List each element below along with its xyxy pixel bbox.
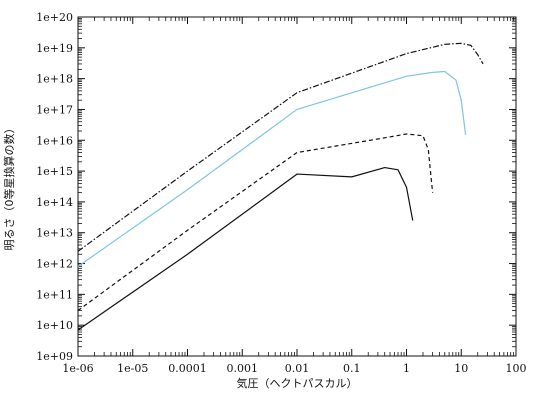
y-tick-label: 1e+10: [36, 319, 73, 332]
x-tick-label: 10: [454, 362, 468, 375]
plot-frame: [77, 16, 517, 357]
x-tick-label: 100: [506, 362, 527, 375]
y-tick-label: 1e+19: [36, 42, 73, 55]
y-tick-label: 1e+17: [36, 103, 73, 116]
x-tick-label: 1e-05: [117, 362, 148, 375]
series-line-4: [77, 166, 414, 331]
y-tick-label: 1e+14: [36, 196, 73, 209]
y-axis-label: 明るさ（0等星換算の数）: [2, 123, 16, 251]
y-tick-label: 1e+13: [36, 227, 73, 240]
y-tick-label: 1e+12: [36, 258, 73, 271]
x-axis-label: 気圧（ヘクトパスカル）: [237, 376, 358, 390]
y-tick-label: 1e+11: [36, 288, 73, 301]
series-line-3: [77, 133, 434, 311]
x-tick-label: 0.001: [227, 362, 259, 375]
y-tick-label: 1e+20: [36, 11, 73, 24]
x-tick-label: 1: [403, 362, 410, 375]
x-tick-label: 0.0001: [168, 362, 207, 375]
x-tick-label: 1e-06: [62, 362, 93, 375]
y-tick-label: 1e+18: [36, 73, 73, 86]
x-tick-label: 0.01: [285, 362, 310, 375]
y-tick-label: 1e+09: [36, 350, 73, 363]
series-group: [77, 42, 484, 331]
x-tick-label: 0.1: [343, 362, 361, 375]
series-line-1: [77, 42, 484, 252]
y-tick-label: 1e+16: [36, 134, 73, 147]
series-line-2: [77, 70, 467, 268]
y-tick-label: 1e+15: [36, 165, 73, 178]
axes: 1e-06 1e-05 0.0001 0.001 0.01 0.1 1 10 100 1e+09 1…: [36, 11, 526, 375]
